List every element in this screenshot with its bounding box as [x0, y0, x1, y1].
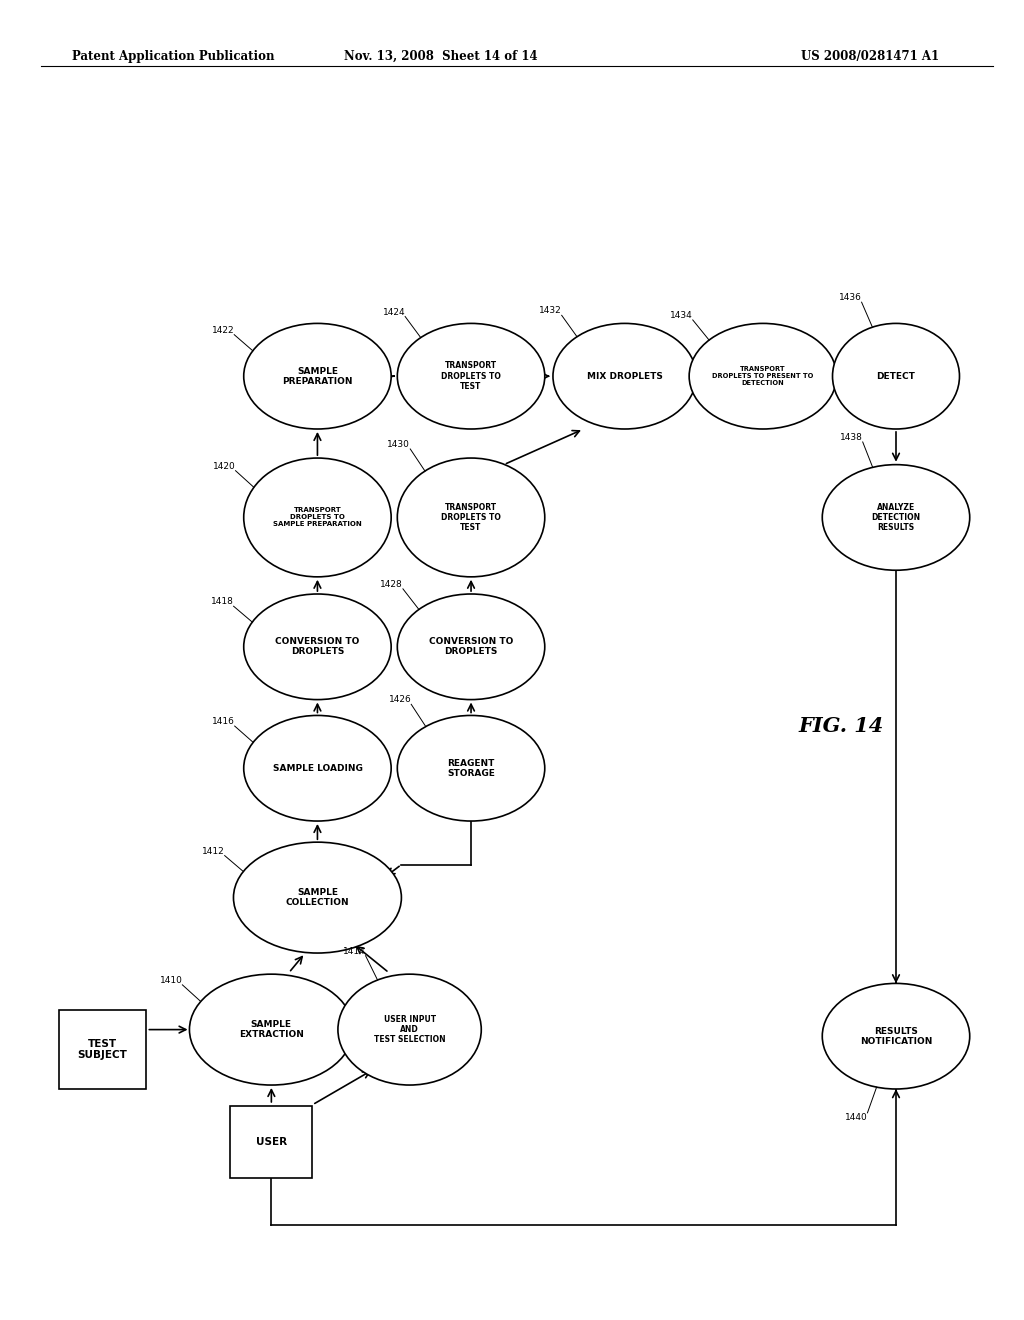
Text: TRANSPORT
DROPLETS TO PRESENT TO
DETECTION: TRANSPORT DROPLETS TO PRESENT TO DETECTI…	[713, 366, 813, 387]
Text: 1420: 1420	[213, 462, 236, 471]
Text: MIX DROPLETS: MIX DROPLETS	[587, 372, 663, 380]
Ellipse shape	[244, 594, 391, 700]
Text: Nov. 13, 2008  Sheet 14 of 14: Nov. 13, 2008 Sheet 14 of 14	[343, 50, 538, 63]
Text: SAMPLE
PREPARATION: SAMPLE PREPARATION	[283, 367, 352, 385]
Text: 1424: 1424	[383, 308, 406, 317]
Text: USER: USER	[256, 1137, 287, 1147]
Ellipse shape	[244, 715, 391, 821]
Text: 1440: 1440	[845, 1113, 867, 1122]
Ellipse shape	[397, 594, 545, 700]
Text: 1410: 1410	[160, 975, 182, 985]
Text: RESULTS
NOTIFICATION: RESULTS NOTIFICATION	[860, 1027, 932, 1045]
Ellipse shape	[189, 974, 353, 1085]
Text: TRANSPORT
DROPLETS TO
TEST: TRANSPORT DROPLETS TO TEST	[441, 503, 501, 532]
Ellipse shape	[689, 323, 837, 429]
Text: SAMPLE
COLLECTION: SAMPLE COLLECTION	[286, 888, 349, 907]
Ellipse shape	[244, 458, 391, 577]
Ellipse shape	[553, 323, 696, 429]
Text: 1418: 1418	[211, 597, 233, 606]
Ellipse shape	[397, 715, 545, 821]
Text: REAGENT
STORAGE: REAGENT STORAGE	[447, 759, 495, 777]
Text: 1436: 1436	[839, 293, 861, 302]
Text: SAMPLE LOADING: SAMPLE LOADING	[272, 764, 362, 772]
Text: US 2008/0281471 A1: US 2008/0281471 A1	[802, 50, 939, 63]
Text: Patent Application Publication: Patent Application Publication	[72, 50, 274, 63]
Text: 1412: 1412	[202, 846, 224, 855]
Text: 1426: 1426	[388, 696, 412, 705]
Ellipse shape	[338, 974, 481, 1085]
Ellipse shape	[822, 465, 970, 570]
Text: 1428: 1428	[380, 579, 402, 589]
Text: ANALYZE
DETECTION
RESULTS: ANALYZE DETECTION RESULTS	[871, 503, 921, 532]
Ellipse shape	[397, 458, 545, 577]
Text: 1434: 1434	[670, 312, 693, 319]
Text: DETECT: DETECT	[877, 372, 915, 380]
Text: 1430: 1430	[387, 440, 411, 449]
Text: CONVERSION TO
DROPLETS: CONVERSION TO DROPLETS	[429, 638, 513, 656]
Text: TEST
SUBJECT: TEST SUBJECT	[78, 1039, 127, 1060]
Ellipse shape	[833, 323, 959, 429]
Text: CONVERSION TO
DROPLETS: CONVERSION TO DROPLETS	[275, 638, 359, 656]
Text: 1422: 1422	[212, 326, 234, 335]
Ellipse shape	[397, 323, 545, 429]
Ellipse shape	[233, 842, 401, 953]
Text: TRANSPORT
DROPLETS TO
TEST: TRANSPORT DROPLETS TO TEST	[441, 362, 501, 391]
Text: 1432: 1432	[539, 306, 562, 315]
Text: 1414: 1414	[343, 946, 366, 956]
FancyBboxPatch shape	[230, 1106, 312, 1177]
Text: USER INPUT
AND
TEST SELECTION: USER INPUT AND TEST SELECTION	[374, 1015, 445, 1044]
Text: 1438: 1438	[840, 433, 862, 442]
Text: FIG. 14: FIG. 14	[799, 715, 884, 737]
Text: TRANSPORT
DROPLETS TO
SAMPLE PREPARATION: TRANSPORT DROPLETS TO SAMPLE PREPARATION	[273, 507, 361, 528]
Ellipse shape	[244, 323, 391, 429]
FancyBboxPatch shape	[59, 1010, 146, 1089]
Text: 1416: 1416	[212, 717, 234, 726]
Ellipse shape	[822, 983, 970, 1089]
Text: SAMPLE
EXTRACTION: SAMPLE EXTRACTION	[239, 1020, 304, 1039]
